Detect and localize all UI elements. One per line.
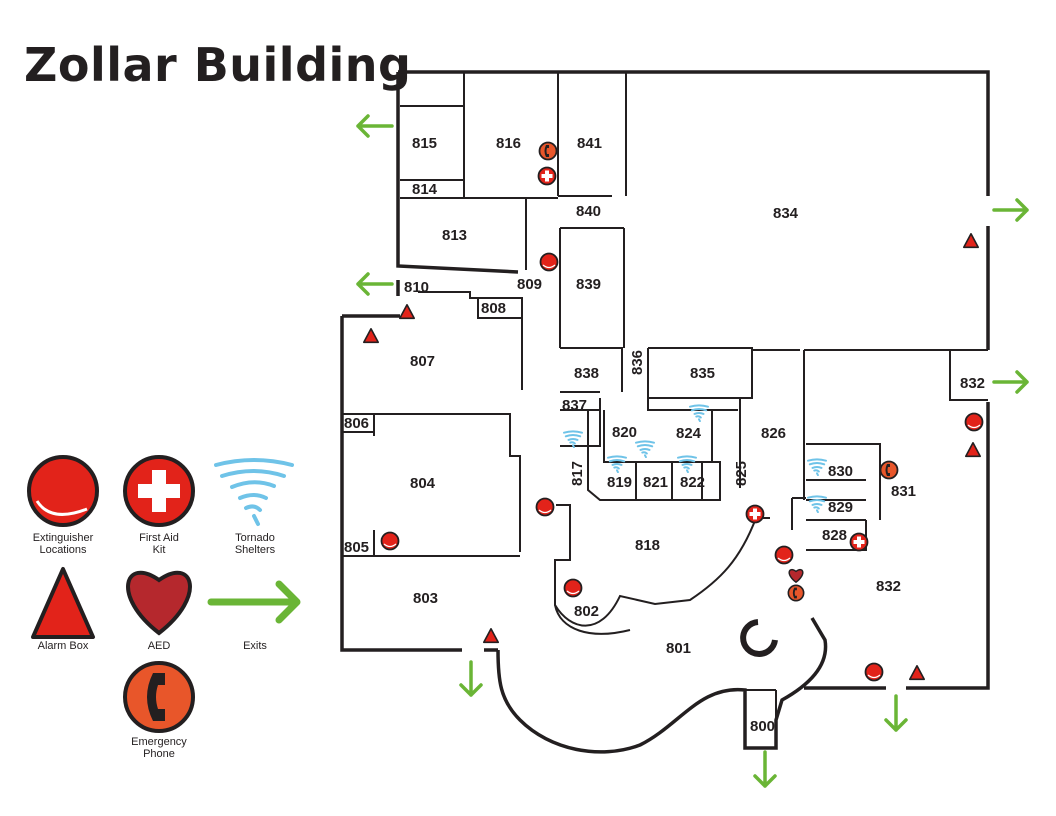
exit-arrow-icon bbox=[356, 272, 394, 296]
room-805: 805 bbox=[344, 539, 369, 556]
safety-markers bbox=[362, 141, 984, 682]
exit-arrow-icon bbox=[884, 694, 908, 732]
first-aid-icon bbox=[537, 166, 557, 186]
alarm-box-icon bbox=[964, 441, 982, 458]
extinguisher-icon bbox=[774, 545, 794, 565]
room-804: 804 bbox=[410, 475, 436, 492]
extinguisher-icon bbox=[539, 252, 559, 272]
room-826: 826 bbox=[761, 425, 786, 442]
legend bbox=[27, 455, 301, 733]
room-830: 830 bbox=[828, 463, 853, 480]
room-808: 808 bbox=[481, 300, 506, 317]
extinguisher-icon bbox=[535, 497, 555, 517]
extinguisher-icon bbox=[563, 578, 583, 598]
tornado-icon bbox=[806, 458, 828, 476]
room-814: 814 bbox=[412, 181, 438, 198]
legend-label-aed: AED bbox=[147, 640, 171, 652]
legend-label-first-aid: First Aid Kit bbox=[139, 532, 179, 556]
elevator-icon bbox=[740, 619, 778, 657]
room-825: 825 bbox=[733, 461, 750, 486]
alarm-box-icon bbox=[908, 664, 926, 681]
room-820: 820 bbox=[612, 424, 637, 441]
room-817: 817 bbox=[569, 461, 586, 486]
room-816: 816 bbox=[496, 135, 521, 152]
extinguisher-icon bbox=[964, 412, 984, 432]
room-841: 841 bbox=[577, 135, 602, 152]
first-aid-icon bbox=[849, 532, 869, 552]
first-aid-icon bbox=[745, 504, 765, 524]
room-807: 807 bbox=[410, 353, 435, 370]
exit-arrow-icon bbox=[992, 198, 1029, 222]
room-838: 838 bbox=[574, 365, 599, 382]
emergency-phone-icon bbox=[538, 141, 558, 161]
aed-icon bbox=[788, 568, 804, 583]
room-837: 837 bbox=[562, 397, 587, 414]
tornado-icon bbox=[676, 455, 698, 473]
legend-label-alarm: Alarm Box bbox=[37, 640, 89, 652]
tornado-icon bbox=[606, 455, 628, 473]
exit-arrows bbox=[356, 114, 1029, 788]
exit-arrow-icon bbox=[356, 114, 394, 138]
extinguisher-icon bbox=[27, 455, 99, 527]
first-aid-icon bbox=[123, 455, 195, 527]
room-819: 819 bbox=[607, 474, 632, 491]
aed-icon bbox=[126, 570, 192, 636]
room-831: 831 bbox=[891, 483, 916, 500]
tornado-icon bbox=[806, 495, 828, 513]
room-813: 813 bbox=[442, 227, 467, 244]
emergency-phone-icon bbox=[787, 584, 805, 602]
room-labels: 815 816 841 814 813 840 834 839 809 810 … bbox=[344, 135, 985, 735]
room-832: 832 bbox=[876, 578, 901, 595]
alarm-box-icon bbox=[31, 567, 95, 639]
legend-label-extinguisher: Extinguisher Locations bbox=[32, 532, 94, 556]
room-821: 821 bbox=[643, 474, 668, 491]
room-840: 840 bbox=[576, 203, 601, 220]
alarm-box-icon bbox=[962, 232, 980, 249]
exit-arrow-icon bbox=[459, 660, 483, 697]
tornado-icon bbox=[214, 458, 294, 526]
exit-arrow-icon bbox=[753, 750, 777, 788]
exit-arrow-icon bbox=[207, 580, 301, 624]
alarm-box-icon bbox=[398, 303, 416, 320]
room-822: 822 bbox=[680, 474, 705, 491]
room-828: 828 bbox=[822, 527, 847, 544]
alarm-box-icon bbox=[482, 627, 500, 644]
room-834: 834 bbox=[773, 205, 799, 222]
emergency-phone-icon bbox=[123, 661, 195, 733]
alarm-box-icon bbox=[362, 327, 380, 344]
room-802: 802 bbox=[574, 603, 599, 620]
tornado-icon bbox=[688, 404, 710, 422]
legend-label-exits: Exits bbox=[243, 640, 267, 652]
room-832-north: 832 bbox=[960, 375, 985, 392]
room-810: 810 bbox=[404, 279, 429, 296]
emergency-phone-icon bbox=[879, 460, 899, 480]
room-800: 800 bbox=[750, 718, 775, 735]
room-839: 839 bbox=[576, 276, 601, 293]
exit-arrow-icon bbox=[992, 370, 1029, 394]
extinguisher-icon bbox=[864, 662, 884, 682]
room-824: 824 bbox=[676, 425, 702, 442]
tornado-icon bbox=[562, 430, 584, 448]
room-801: 801 bbox=[666, 640, 691, 657]
legend-label-phone: Emergency Phone bbox=[131, 736, 187, 760]
room-818: 818 bbox=[635, 537, 660, 554]
extinguisher-icon bbox=[380, 531, 400, 551]
legend-label-tornado: Tornado Shelters bbox=[234, 532, 276, 556]
room-815: 815 bbox=[412, 135, 437, 152]
room-829: 829 bbox=[828, 499, 853, 516]
room-835: 835 bbox=[690, 365, 715, 382]
page-title: Zollar Building bbox=[24, 38, 412, 92]
room-806: 806 bbox=[344, 415, 369, 432]
room-803: 803 bbox=[413, 590, 438, 607]
building-walls bbox=[340, 70, 990, 754]
room-809: 809 bbox=[517, 276, 542, 293]
room-836: 836 bbox=[629, 350, 646, 375]
tornado-icon bbox=[634, 440, 656, 458]
